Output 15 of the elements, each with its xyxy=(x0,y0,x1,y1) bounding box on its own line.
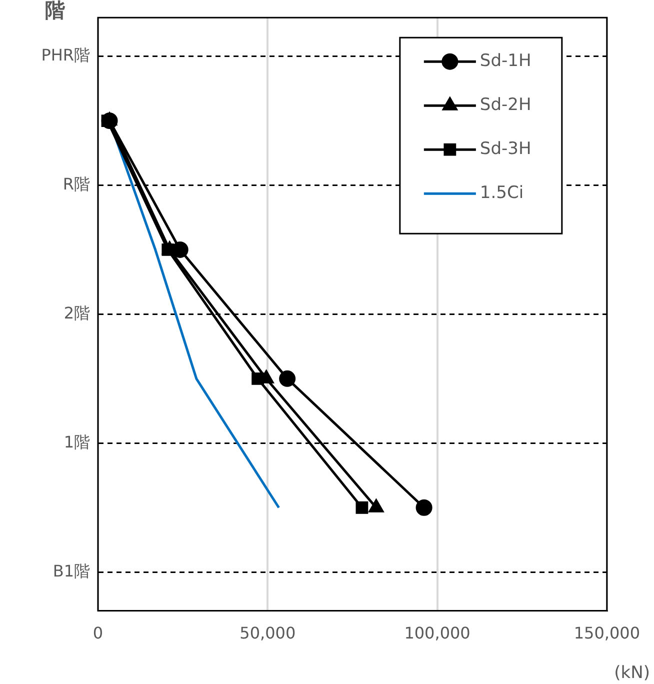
y-tick-label: 1階 xyxy=(64,432,90,452)
legend-label: Sd-3H xyxy=(480,139,532,160)
legend-label: Sd-1H xyxy=(480,51,532,72)
y-tick-label: 2階 xyxy=(64,303,90,322)
x-tick-label: 150,000 xyxy=(574,624,640,643)
x-tick-label: 50,000 xyxy=(240,624,296,643)
y-axis-title: 階 xyxy=(45,0,66,22)
legend-label: 1.5Ci xyxy=(480,183,524,204)
x-tick-label: 100,000 xyxy=(404,624,470,643)
y-tick-label: PHR階 xyxy=(41,45,90,64)
y-tick-label: B1階 xyxy=(52,561,90,580)
y-tick-label: R階 xyxy=(62,174,90,194)
legend-label: Sd-2H xyxy=(480,95,532,116)
x-axis-title: (kN) xyxy=(614,662,650,683)
x-tick-label: 0 xyxy=(92,624,104,643)
